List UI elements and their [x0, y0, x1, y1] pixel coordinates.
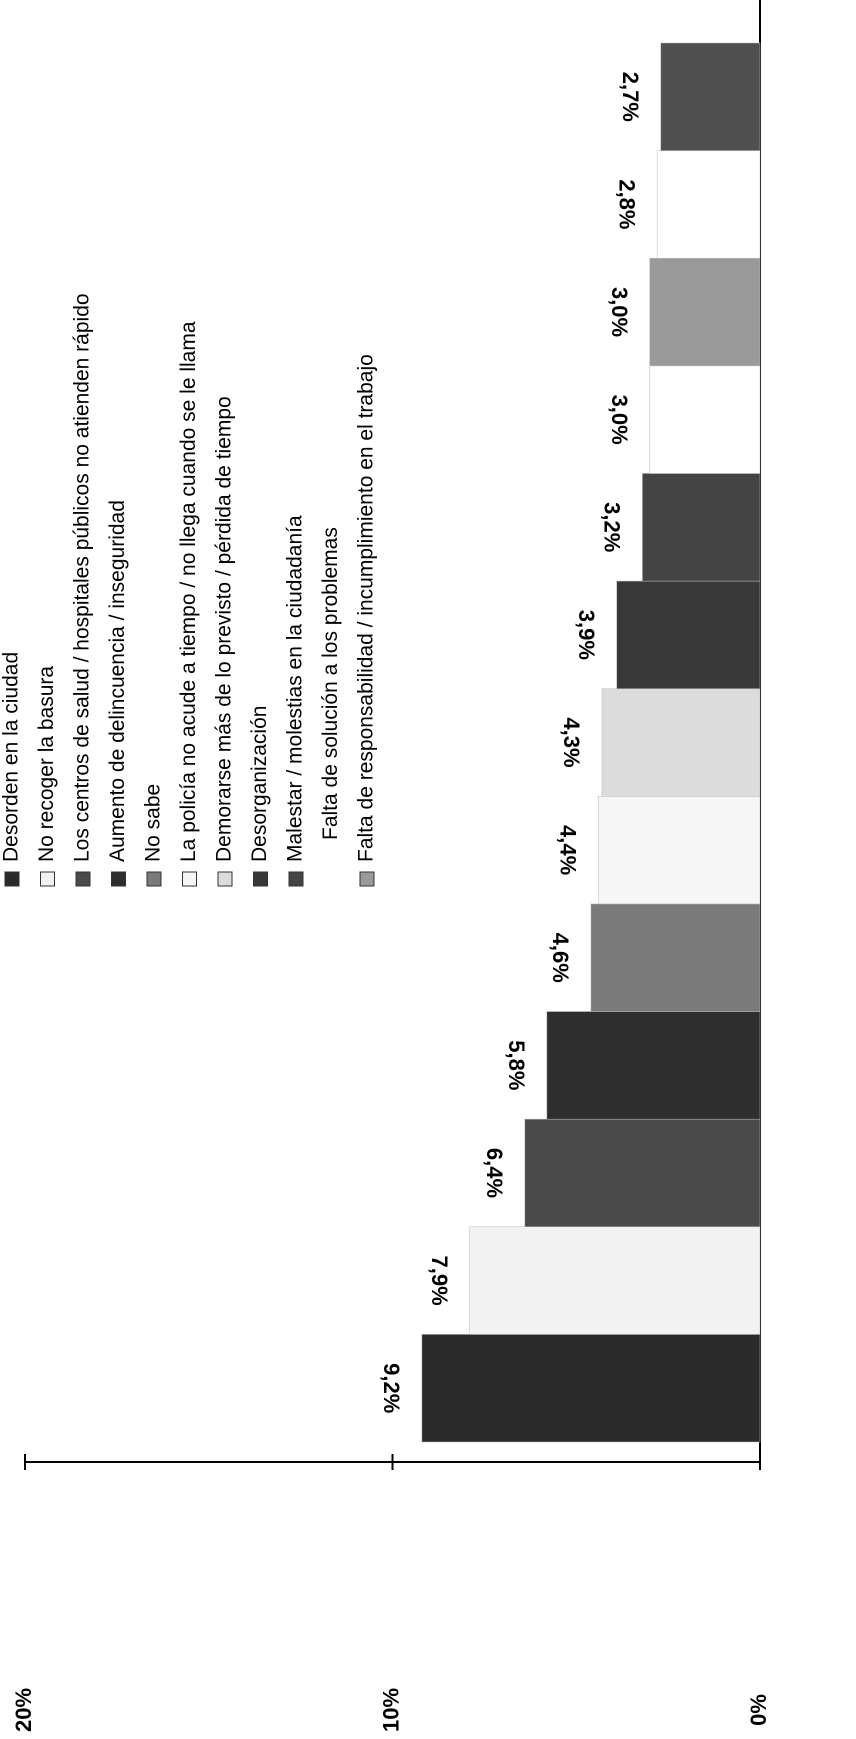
bar — [546, 1011, 761, 1120]
value-label: 9,2% — [379, 1363, 404, 1413]
value-label: 3,0% — [607, 287, 632, 337]
bar — [601, 688, 761, 797]
legend-swatch — [75, 871, 91, 887]
legend-label: Malestar / molestias en la ciudadanía — [284, 515, 307, 862]
legend-swatch — [111, 871, 126, 887]
bar — [524, 1118, 761, 1228]
y-tick-label: 0% — [746, 1694, 771, 1726]
legend-label: Los centros de salud / hospitales públic… — [71, 293, 94, 862]
value-label: 2,7% — [618, 72, 643, 122]
value-label: 3,2% — [600, 502, 625, 552]
value-label: 7,9% — [427, 1255, 452, 1305]
legend-label: Demorarse más de lo previsto / pérdida d… — [213, 396, 236, 862]
bar — [649, 257, 761, 367]
legend-swatch — [288, 871, 304, 887]
legend-label: Falta de responsabilidad / incumplimient… — [355, 354, 378, 862]
legend-swatch — [182, 871, 197, 887]
legend-swatch — [359, 871, 375, 887]
bar — [590, 903, 761, 1012]
bar — [598, 796, 761, 905]
bar — [649, 365, 761, 474]
legend-label: No recoger la basura — [35, 666, 58, 862]
bar — [642, 473, 761, 582]
value-label: 5,8% — [504, 1040, 529, 1090]
legend-swatch — [40, 871, 55, 887]
legend-label: Desorganización — [248, 706, 271, 862]
legend-swatch — [4, 871, 20, 887]
value-label: 4,4% — [555, 825, 580, 875]
value-label: 6,4% — [482, 1148, 507, 1198]
bar — [469, 1226, 761, 1335]
y-tick-label: 10% — [378, 1688, 403, 1732]
value-label: 2,8% — [614, 179, 639, 229]
value-label: 4,3% — [559, 717, 584, 767]
legend-label: Desorden en la ciudad — [0, 652, 23, 862]
legend-label: Aumento de delincuencia / inseguridad — [106, 500, 129, 862]
value-label: 4,6% — [548, 933, 573, 983]
y-tick-label: 20% — [11, 1688, 36, 1732]
legend-label: No sabe — [142, 784, 165, 862]
value-label: 3,9% — [574, 610, 599, 660]
bar — [656, 150, 761, 259]
bar — [616, 580, 761, 689]
bar — [421, 1334, 761, 1443]
legend-swatch — [146, 871, 162, 887]
bar — [660, 42, 761, 151]
legend-label: Falta de solución a los problemas — [319, 527, 342, 840]
value-label: 3,0% — [607, 395, 632, 445]
legend-swatch — [253, 871, 268, 887]
legend-label: La policía no acude a tiempo / no llega … — [177, 321, 200, 862]
legend-swatch — [217, 871, 233, 887]
